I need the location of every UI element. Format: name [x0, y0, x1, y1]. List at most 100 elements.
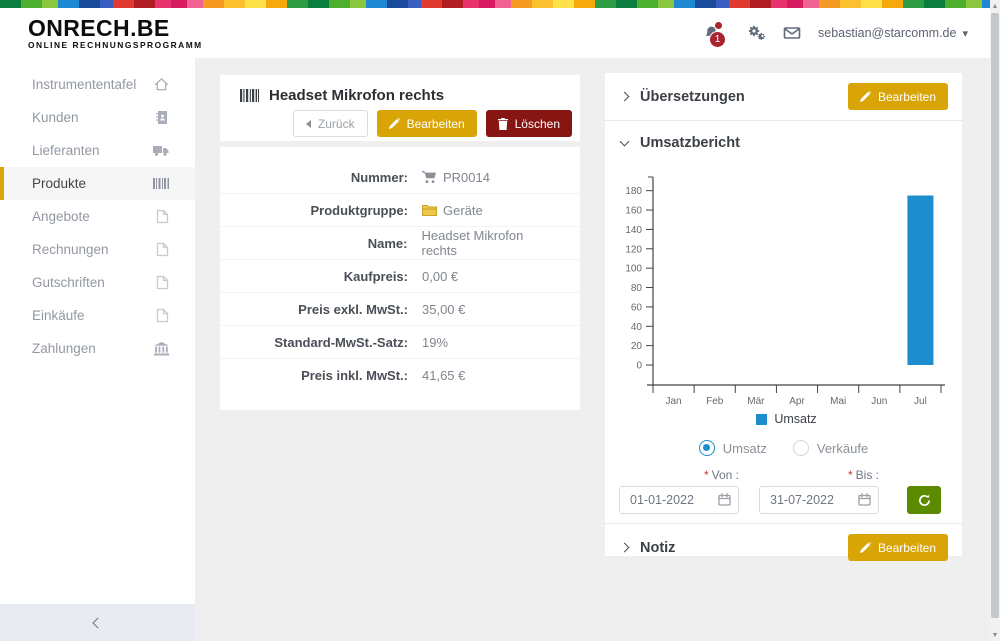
pencil-icon	[859, 91, 871, 102]
field-row-kaufpreis: Kaufpreis: 0,00 €	[220, 260, 580, 293]
svg-text:120: 120	[625, 244, 642, 255]
barcode-icon	[153, 178, 169, 189]
file-icon	[156, 242, 169, 257]
chevron-down-icon	[619, 136, 630, 147]
refresh-button[interactable]	[907, 486, 941, 514]
sidebar-item-rechnungen[interactable]: Rechnungen	[0, 233, 195, 266]
chevron-right-icon	[619, 542, 630, 553]
sidebar-item-angebote[interactable]: Angebote	[0, 200, 195, 233]
field-row-mwst-satz: Standard-MwSt.-Satz: 19%	[220, 326, 580, 359]
notifications-button[interactable]: 1	[703, 21, 727, 48]
folder-icon	[422, 205, 437, 216]
svg-text:Jun: Jun	[871, 396, 887, 407]
chevron-down-icon: ▾	[962, 27, 968, 40]
sidebar: Instrumententafel Kunden Lieferanten Pro…	[0, 58, 195, 604]
barcode-icon	[240, 89, 259, 102]
top-bar: ONRECH.BE ONLINE RECHNUNGSPROGRAMM 1 seb…	[0, 8, 990, 58]
product-header-card: Headset Mikrofon rechts Zurück Bearbeite…	[220, 75, 580, 141]
field-row-produktgruppe: Produktgruppe: Geräte	[220, 194, 580, 227]
triangle-left-icon	[305, 119, 311, 128]
delete-button[interactable]: Löschen	[485, 110, 572, 137]
trash-icon	[497, 117, 508, 130]
file-icon	[156, 275, 169, 290]
product-details-card: Nummer: PR0014 Produktgruppe: Geräte Nam…	[220, 147, 580, 410]
sidebar-item-lieferanten[interactable]: Lieferanten	[0, 134, 195, 167]
mail-button[interactable]	[783, 26, 801, 40]
date-inputs-row	[605, 486, 962, 514]
translations-section-header[interactable]: Übersetzungen Bearbeiten	[605, 73, 962, 121]
file-icon	[156, 209, 169, 224]
legend-swatch	[756, 413, 768, 425]
svg-text:Jan: Jan	[666, 396, 682, 407]
svg-text:Jul: Jul	[914, 396, 927, 407]
chart-legend: Umsatz	[611, 412, 962, 426]
field-row-nummer: Nummer: PR0014	[220, 161, 580, 194]
calendar-icon[interactable]	[718, 493, 731, 511]
pencil-icon	[859, 542, 871, 553]
sidebar-item-produkte[interactable]: Produkte	[0, 167, 195, 200]
svg-text:Mär: Mär	[747, 396, 765, 407]
radio-icon	[792, 440, 809, 456]
chevron-left-icon	[91, 616, 104, 629]
radio-icon	[698, 440, 715, 456]
sales-chart: 0 20 40 60 80 100 120 140 160 180 Jan Feb Mär Apr Mai J…	[625, 176, 945, 407]
svg-text:0: 0	[636, 361, 642, 372]
from-label: * Von :	[703, 468, 739, 482]
notification-dot	[715, 21, 723, 29]
svg-text:140: 140	[625, 225, 642, 236]
sidebar-item-kunden[interactable]: Kunden	[0, 101, 195, 134]
svg-text:60: 60	[631, 302, 643, 313]
sales-chart-area: 0 20 40 60 80 100 120 140 160 180 Jan Feb Mär Apr Mai J…	[605, 165, 962, 426]
note-edit-button[interactable]: Bearbeiten	[847, 534, 948, 561]
date-labels-row: * Von : * Bis :	[605, 468, 962, 482]
chevron-right-icon	[619, 91, 630, 102]
sidebar-item-zahlungen[interactable]: Zahlungen	[0, 332, 195, 365]
logo-subtitle: ONLINE RECHNUNGSPROGRAMM	[28, 40, 203, 50]
pencil-icon	[388, 118, 400, 129]
svg-text:40: 40	[631, 322, 643, 333]
sidebar-collapse-button[interactable]	[0, 604, 195, 641]
svg-text:80: 80	[631, 283, 643, 294]
right-panel-card: Übersetzungen Bearbeiten Umsatzbericht 0…	[605, 73, 962, 561]
svg-text:160: 160	[625, 206, 642, 217]
page-title: Headset Mikrofon rechts	[269, 87, 445, 104]
scroll-down-arrow[interactable]: ▼	[991, 631, 999, 639]
edit-button[interactable]: Bearbeiten	[376, 110, 477, 137]
bank-icon	[154, 341, 169, 356]
svg-text:180: 180	[625, 186, 642, 197]
home-icon	[154, 77, 169, 92]
settings-button[interactable]	[747, 25, 766, 41]
rainbow-strip	[0, 0, 990, 8]
user-menu[interactable]: sebastian@starcomm.de ▾	[818, 26, 968, 40]
refresh-icon	[918, 494, 930, 506]
file-icon	[156, 308, 169, 323]
sales-report-section-header[interactable]: Umsatzbericht	[605, 121, 962, 165]
sidebar-item-instrumententafel[interactable]: Instrumententafel	[0, 68, 195, 101]
truck-icon	[153, 144, 169, 157]
scroll-up-arrow[interactable]: ▲	[991, 2, 999, 10]
translations-edit-button[interactable]: Bearbeiten	[847, 83, 948, 110]
app-logo[interactable]: ONRECH.BE ONLINE RECHNUNGSPROGRAMM	[28, 16, 203, 50]
back-button[interactable]: Zurück	[292, 110, 368, 137]
svg-text:Mai: Mai	[830, 396, 846, 407]
radio-verkaeufe[interactable]: Verkäufe	[792, 440, 868, 456]
cogs-icon	[748, 25, 765, 41]
note-section-header[interactable]: Notiz Bearbeiten	[605, 523, 962, 571]
calendar-icon[interactable]	[858, 493, 871, 511]
field-row-preis-exkl: Preis exkl. MwSt.: 35,00 €	[220, 293, 580, 326]
sidebar-item-einkaeufe[interactable]: Einkäufe	[0, 299, 195, 332]
svg-text:100: 100	[625, 264, 642, 275]
notification-badge: 1	[709, 30, 727, 48]
to-label: * Bis :	[847, 468, 879, 482]
svg-text:Feb: Feb	[706, 396, 724, 407]
scrollbar-thumb[interactable]	[991, 13, 999, 618]
cart-icon	[422, 170, 436, 183]
vertical-scrollbar[interactable]: ▲ ▼	[990, 0, 1000, 641]
field-row-name: Name: Headset Mikrofon rechts	[220, 227, 580, 260]
address-book-icon	[155, 110, 169, 125]
report-type-radios: Umsatz Verkäufe	[605, 440, 962, 456]
sidebar-item-gutschriften[interactable]: Gutschriften	[0, 266, 195, 299]
svg-text:Apr: Apr	[789, 396, 805, 407]
field-row-preis-inkl: Preis inkl. MwSt.: 41,65 €	[301, 368, 466, 383]
radio-umsatz[interactable]: Umsatz	[698, 440, 767, 456]
